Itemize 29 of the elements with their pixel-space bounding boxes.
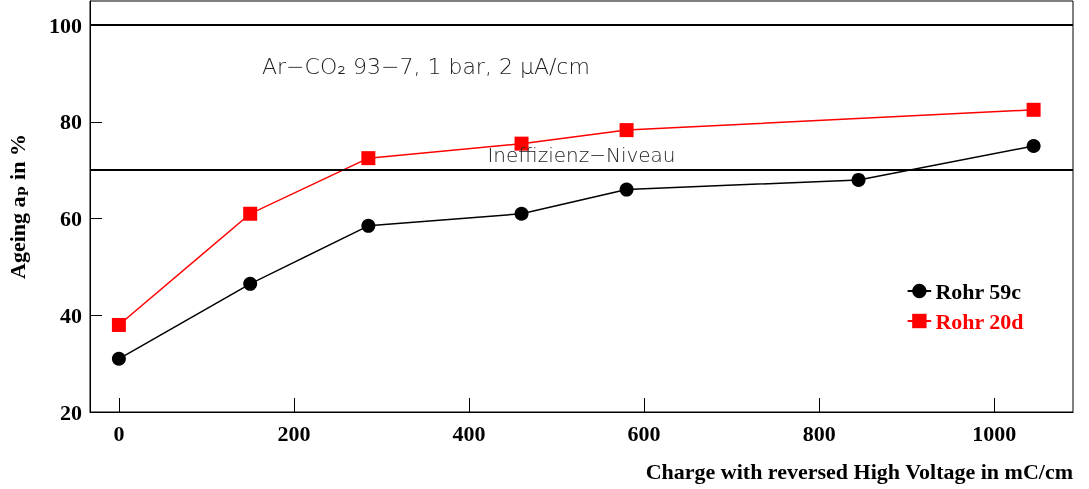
point [111, 317, 126, 332]
x-tick-label: 600 [627, 420, 661, 446]
annotation: Ar−CO₂ 93−7, 1 bar, 2 μA/cm [262, 53, 590, 79]
point [111, 351, 126, 366]
y-axis-title: Ageing aₚ in % [4, 134, 30, 279]
point [361, 218, 376, 233]
x-tick-label: 200 [277, 420, 311, 446]
point [851, 172, 866, 187]
point [243, 206, 258, 221]
point [619, 123, 634, 138]
x-axis-title: Charge with reversed High Voltage in mC/cm [645, 458, 1073, 484]
legend-label: Rohr 59c [935, 278, 1022, 304]
x-tick-label: 1000 [972, 420, 1017, 446]
y-tick-label: 100 [49, 12, 82, 38]
y-tick-label: 40 [60, 302, 82, 328]
point [243, 276, 258, 291]
y-tick-label: 80 [60, 109, 82, 135]
point [619, 182, 634, 197]
point [1026, 139, 1041, 154]
x-tick-label: 800 [802, 420, 836, 446]
ref-line-label: Ineffizienz−Niveau [487, 143, 676, 168]
legend-label: Rohr 20d [935, 308, 1024, 334]
x-tick-label: 0 [113, 420, 125, 446]
y-tick-label: 60 [60, 206, 82, 232]
point [1026, 102, 1041, 117]
y-tick-label: 20 [60, 399, 82, 425]
x-tick-label: 400 [452, 420, 486, 446]
point [514, 206, 529, 221]
point [361, 151, 376, 166]
